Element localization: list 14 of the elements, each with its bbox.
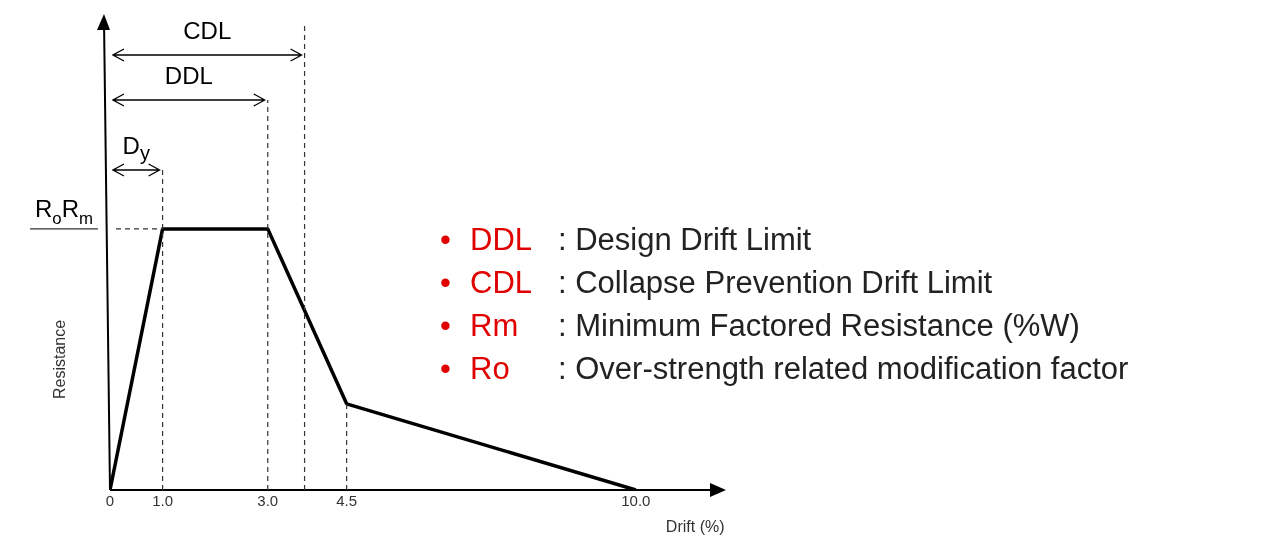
annotation: • DDL : Design Drift Limit — [440, 221, 812, 259]
x-tick-label: 3.0 — [257, 492, 279, 510]
x-tick-label: 0 — [105, 492, 115, 510]
y-axis-title: Resistance — [51, 319, 68, 400]
x-tick-label: 4.5 — [336, 492, 358, 510]
text: CDL — [182, 17, 233, 45]
x-axis-title: Drift (%) — [665, 518, 725, 535]
x-tick-label: 10.0 — [621, 492, 651, 510]
text: D$_{y}$ — [121, 132, 151, 166]
x-tick-label: 1.0 — [152, 492, 174, 510]
annotation: • CDL : Collapse Prevention Drift Limit — [440, 264, 993, 302]
text: • Rm : Minimum Factored Resistance (%W) — [440, 308, 1080, 343]
text: DDL — [163, 62, 214, 90]
text: • Ro : Over-strength related modification factor — [440, 351, 1129, 386]
